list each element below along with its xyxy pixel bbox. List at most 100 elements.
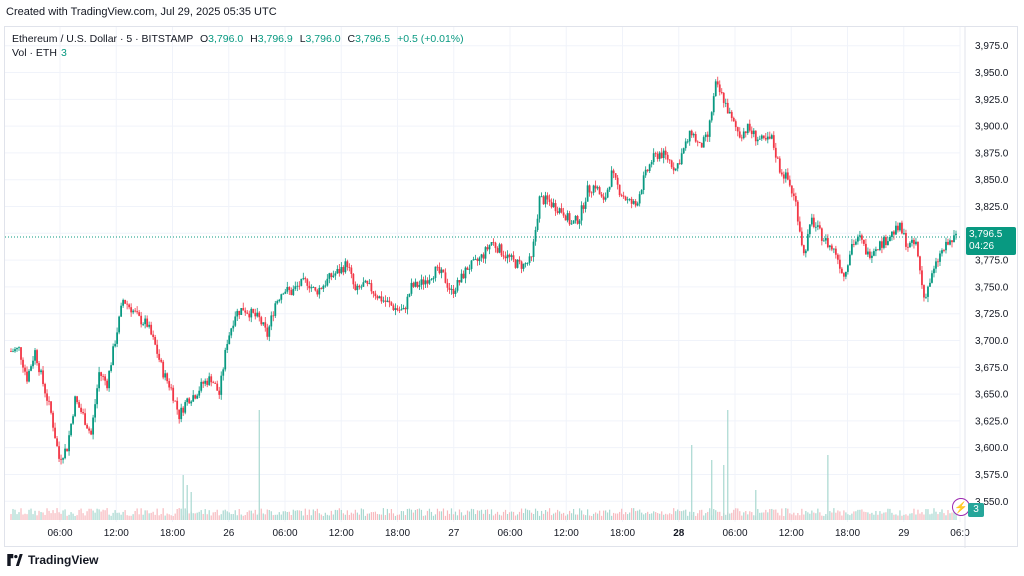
volume-bar [442, 508, 445, 520]
volume-bar [809, 513, 811, 520]
candle-body [476, 258, 479, 262]
candle-body [356, 285, 359, 291]
volume-bar [847, 514, 849, 520]
candle-body [422, 279, 425, 285]
candle-body [352, 273, 355, 285]
candle-body [100, 372, 102, 376]
candle-body [258, 312, 261, 318]
candle-body [897, 225, 899, 231]
candle-body [278, 299, 281, 301]
volume-spike-bar [258, 410, 260, 520]
volume-bar [396, 514, 399, 520]
volume-bar [338, 508, 340, 520]
volume-bar [631, 508, 633, 520]
candle-body [464, 267, 467, 279]
candle-body [334, 273, 337, 276]
volume-bar [402, 511, 405, 520]
change-value: +0.5 (+0.01%) [397, 33, 464, 45]
candle-body [208, 376, 211, 385]
volume-bar [941, 509, 943, 520]
candle-body [576, 215, 579, 224]
candle-body [246, 312, 249, 314]
symbol-title[interactable]: Ethereum / U.S. Dollar · 5 · BITSTAMP [12, 33, 194, 45]
candle-body [454, 290, 457, 294]
volume-bar [418, 508, 421, 520]
x-tick-label: 18:00 [160, 528, 185, 539]
candle-body [380, 296, 383, 302]
volume-bar [737, 508, 739, 520]
chart-area[interactable]: 3,975.0 3,950.0 3,925.0 3,900.0 3,875.0 3,850… [4, 26, 1019, 548]
volume-bar [388, 513, 391, 520]
volume-bar [867, 512, 869, 520]
candle-body [626, 199, 629, 201]
candle-body [632, 201, 635, 204]
volume-bar [703, 515, 705, 520]
volume-bar [474, 514, 477, 520]
candle-body [132, 310, 135, 313]
candle-body [861, 235, 863, 240]
high-label: H [250, 33, 258, 45]
volume-bar [813, 512, 815, 520]
volume-bar [104, 510, 106, 520]
candle-body [722, 92, 725, 103]
candle-body [917, 241, 919, 257]
volume-bar [516, 514, 519, 520]
candle-body [494, 242, 497, 249]
candle-body [164, 373, 167, 378]
candle-body [564, 215, 567, 221]
volume-value: 3 [60, 47, 67, 59]
candle-body [482, 254, 485, 259]
volume-bar [264, 514, 266, 520]
volume-bar [793, 512, 795, 520]
candle-body [416, 281, 419, 287]
volume-bar [10, 514, 12, 520]
candle-body [740, 137, 743, 139]
candle-body [360, 286, 363, 288]
volume-bar [40, 512, 42, 520]
volume-bar [174, 513, 176, 520]
candle-body [506, 254, 509, 259]
y-tick-label: 3,925.0 [975, 95, 1009, 106]
candle-body [512, 255, 515, 260]
volume-bar [899, 510, 901, 520]
volume-bar [322, 515, 324, 520]
volume-bar [450, 508, 453, 520]
volume-bar [574, 514, 577, 520]
volume-bar [909, 513, 911, 520]
candle-body [218, 390, 221, 395]
candle-body [296, 285, 299, 287]
candle-body [646, 169, 649, 171]
volume-bar [939, 512, 941, 520]
volume-bar [134, 510, 136, 520]
candle-body [850, 243, 853, 255]
volume-bar [254, 509, 256, 520]
volume-bar [16, 514, 18, 520]
candle-body [814, 226, 817, 228]
candle-body [676, 163, 679, 169]
volume-bar [108, 514, 110, 520]
volume-bar [893, 514, 895, 520]
candle-body [770, 135, 773, 139]
volume-label[interactable]: Vol · ETH [12, 47, 57, 59]
candle-body [662, 150, 665, 159]
volume-bar [687, 515, 689, 520]
volume-bar [298, 510, 300, 520]
candle-body [574, 215, 577, 221]
candle-body [879, 241, 881, 250]
volume-bar [498, 514, 501, 520]
volume-bar [18, 512, 20, 520]
volume-bar [160, 514, 162, 520]
volume-bar [408, 508, 411, 520]
price-chart[interactable]: 3,975.0 3,950.0 3,925.0 3,900.0 3,875.0 3,850… [5, 27, 1019, 548]
candle-body [86, 424, 88, 429]
volume-bar [803, 514, 805, 520]
candle-body [148, 324, 151, 327]
volume-bar [655, 512, 657, 520]
candle-body [364, 280, 367, 283]
candle-body [840, 268, 843, 274]
volume-bar [330, 510, 332, 520]
candle-body [947, 241, 949, 245]
volume-bar [398, 514, 401, 520]
candle-body [744, 131, 747, 134]
candle-body [370, 283, 373, 292]
